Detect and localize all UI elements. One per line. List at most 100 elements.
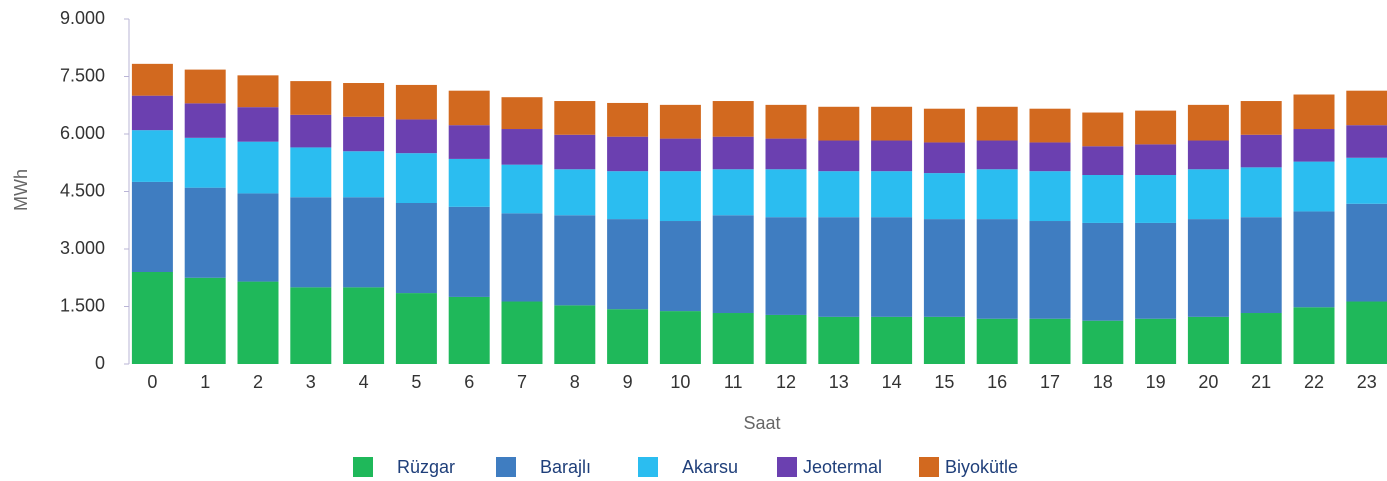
bar-segment (184, 187, 226, 278)
y-tick-label: 6.000 (60, 123, 105, 143)
bar-segment (1082, 222, 1124, 321)
bar-segment (976, 106, 1018, 141)
bar-segment (607, 219, 649, 310)
y-tick-label: 0 (95, 353, 105, 373)
bar-segment (1240, 313, 1282, 364)
bar-segment (237, 75, 279, 108)
bar-segment (1187, 104, 1229, 141)
bar-segment (818, 106, 860, 141)
x-tick-label: 18 (1093, 372, 1113, 392)
bar-segment (501, 164, 543, 214)
bar-segment (184, 103, 226, 138)
bar-segment (554, 215, 596, 306)
bar-segment (659, 138, 701, 172)
bar-segment (976, 219, 1018, 319)
x-tick-label: 7 (517, 372, 527, 392)
bar-segment (131, 63, 173, 96)
bar-segment (1135, 318, 1177, 364)
bar-segment (871, 171, 913, 218)
x-tick-label: 17 (1040, 372, 1060, 392)
bar-segment (818, 316, 860, 364)
x-tick-label: 23 (1357, 372, 1377, 392)
bar-segment (237, 193, 279, 282)
bar-segment (712, 313, 754, 364)
bar-segment (1135, 144, 1177, 176)
bar-segment (1293, 129, 1335, 162)
bar-segment (607, 171, 649, 220)
y-axis-label: MWh (11, 169, 31, 211)
bar-segment (976, 140, 1018, 170)
bar-segment (1240, 101, 1282, 135)
bar-segment (1187, 140, 1229, 170)
y-tick-label: 4.500 (60, 180, 105, 200)
legend-swatch (496, 457, 516, 477)
bar-segment (923, 316, 965, 364)
bar-segment (607, 102, 649, 137)
bar-segment (765, 138, 807, 170)
bar-segment (343, 83, 385, 117)
bar-segment (395, 293, 437, 364)
bar-segment (712, 169, 754, 216)
bar-segment (923, 173, 965, 220)
bar-segment (237, 141, 279, 194)
bar-segment (1082, 320, 1124, 364)
bar-segment (395, 203, 437, 294)
bar-segment (818, 140, 860, 172)
bar-segment (184, 69, 226, 104)
bar-segment (1135, 175, 1177, 223)
x-axis-label: Saat (743, 413, 780, 433)
bar-segment (1293, 94, 1335, 130)
bar-segment (1187, 316, 1229, 364)
bar-segment (501, 213, 543, 302)
legend-label: Akarsu (682, 457, 738, 477)
x-tick-label: 10 (670, 372, 690, 392)
bar-segment (1029, 171, 1071, 222)
bar-segment (501, 301, 543, 364)
x-tick-label: 19 (1146, 372, 1166, 392)
bar-segment (1029, 318, 1071, 364)
legend-label: Jeotermal (803, 457, 882, 477)
bar-segment (554, 101, 596, 135)
bar-segment (818, 217, 860, 317)
bar-segment (554, 169, 596, 216)
legend-swatch (919, 457, 939, 477)
bar-segment (1135, 222, 1177, 319)
bar-segment (712, 136, 754, 170)
bar-segment (290, 197, 332, 288)
bar-segment (1029, 108, 1071, 143)
bar-segment (131, 181, 173, 272)
bar-segment (290, 147, 332, 198)
bar-segment (1029, 142, 1071, 172)
bar-segment (1346, 90, 1387, 126)
x-tick-label: 0 (147, 372, 157, 392)
bar-segment (290, 287, 332, 364)
bar-segment (923, 219, 965, 317)
bar-segment (554, 134, 596, 170)
bar-segment (131, 95, 173, 131)
bar-segment (871, 140, 913, 172)
bar-segment (765, 217, 807, 315)
bar-segment (1293, 307, 1335, 364)
x-tick-label: 13 (829, 372, 849, 392)
bar-segment (501, 97, 543, 130)
x-tick-label: 1 (200, 372, 210, 392)
bar-segment (871, 316, 913, 364)
x-tick-label: 20 (1198, 372, 1218, 392)
bar-segment (1346, 203, 1387, 302)
bar-segment (395, 119, 437, 154)
y-tick-label: 7.500 (60, 65, 105, 85)
legend-label: Rüzgar (397, 457, 455, 477)
bar-segment (659, 171, 701, 222)
x-tick-label: 3 (306, 372, 316, 392)
bar-segment (923, 108, 965, 143)
x-tick-label: 4 (359, 372, 369, 392)
bar-segment (290, 81, 332, 115)
bar-segment (1187, 219, 1229, 317)
legend-label: Barajlı (540, 457, 591, 477)
bar-segment (237, 281, 279, 364)
bar-segment (1082, 175, 1124, 223)
bar-segment (1240, 167, 1282, 218)
bar-segment (343, 151, 385, 198)
bar-segment (1187, 169, 1229, 220)
